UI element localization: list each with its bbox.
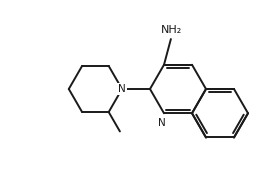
Text: NH₂: NH₂: [161, 25, 183, 35]
Text: N: N: [158, 118, 166, 128]
Text: N: N: [118, 84, 126, 94]
